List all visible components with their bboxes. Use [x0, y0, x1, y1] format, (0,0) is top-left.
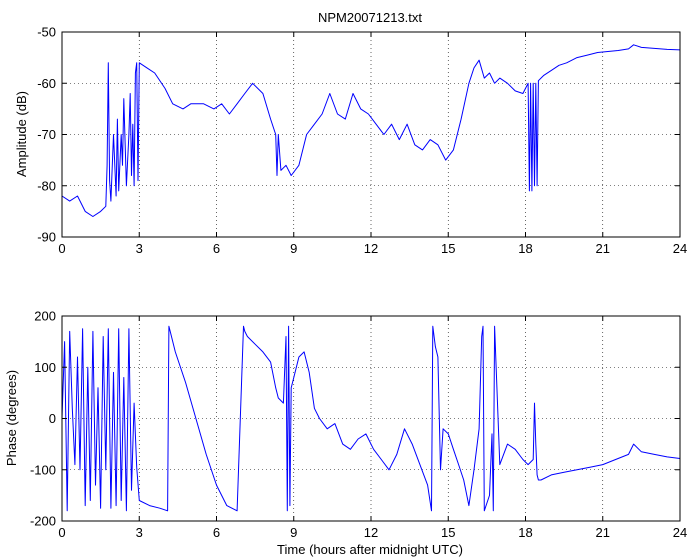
amplitude-x-tick-label: 0 — [58, 241, 65, 256]
phase-x-tick-label: 15 — [441, 525, 455, 540]
phase-series-line — [61, 325, 681, 512]
amplitude-x-tick-label: 21 — [596, 241, 610, 256]
amplitude-x-tick-label: 6 — [213, 241, 220, 256]
amplitude-y-axis-label: Amplitude (dB) — [14, 91, 29, 177]
phase-y-axis-label: Phase (degrees) — [4, 370, 19, 466]
phase-x-tick-label: 18 — [518, 525, 532, 540]
phase-x-tick-label: 24 — [673, 525, 687, 540]
phase-x-tick-label: 0 — [58, 525, 65, 540]
phase-x-tick-label: 9 — [290, 525, 297, 540]
phase-x-tick-label: 6 — [213, 525, 220, 540]
amplitude-x-tick-label: 24 — [673, 241, 687, 256]
amplitude-x-tick-label: 9 — [290, 241, 297, 256]
phase-y-tick-label: 0 — [49, 411, 56, 426]
phase-y-tick-label: 100 — [34, 360, 56, 375]
amplitude-series-line — [61, 44, 681, 217]
amplitude-x-tick-label: 3 — [136, 241, 143, 256]
phase-x-tick-label: 21 — [596, 525, 610, 540]
phase-y-tick-label: -100 — [30, 462, 56, 477]
amplitude-y-tick-label: -70 — [37, 127, 56, 142]
phase-x-axis-label: Time (hours after midnight UTC) — [277, 542, 463, 557]
phase-x-tick-label: 3 — [136, 525, 143, 540]
amplitude-x-tick-label: 12 — [364, 241, 378, 256]
amplitude-x-tick-label: 18 — [518, 241, 532, 256]
amplitude-x-tick-label: 15 — [441, 241, 455, 256]
amplitude-y-tick-label: -90 — [37, 230, 56, 245]
amplitude-y-tick-label: -80 — [37, 178, 56, 193]
phase-y-tick-label: 200 — [34, 309, 56, 324]
amplitude-y-tick-label: -50 — [37, 25, 56, 40]
phase-y-tick-label: -200 — [30, 514, 56, 529]
phase-panel: Phase (degrees) Time (hours after midnig… — [4, 309, 687, 558]
chart-title: NPM20071213.txt — [318, 10, 422, 25]
amplitude-panel: NPM20071213.txt Amplitude (dB) 0 3 6 9 12 15 1… — [14, 10, 687, 256]
phase-x-tick-label: 12 — [364, 525, 378, 540]
amplitude-y-tick-label: -60 — [37, 76, 56, 91]
